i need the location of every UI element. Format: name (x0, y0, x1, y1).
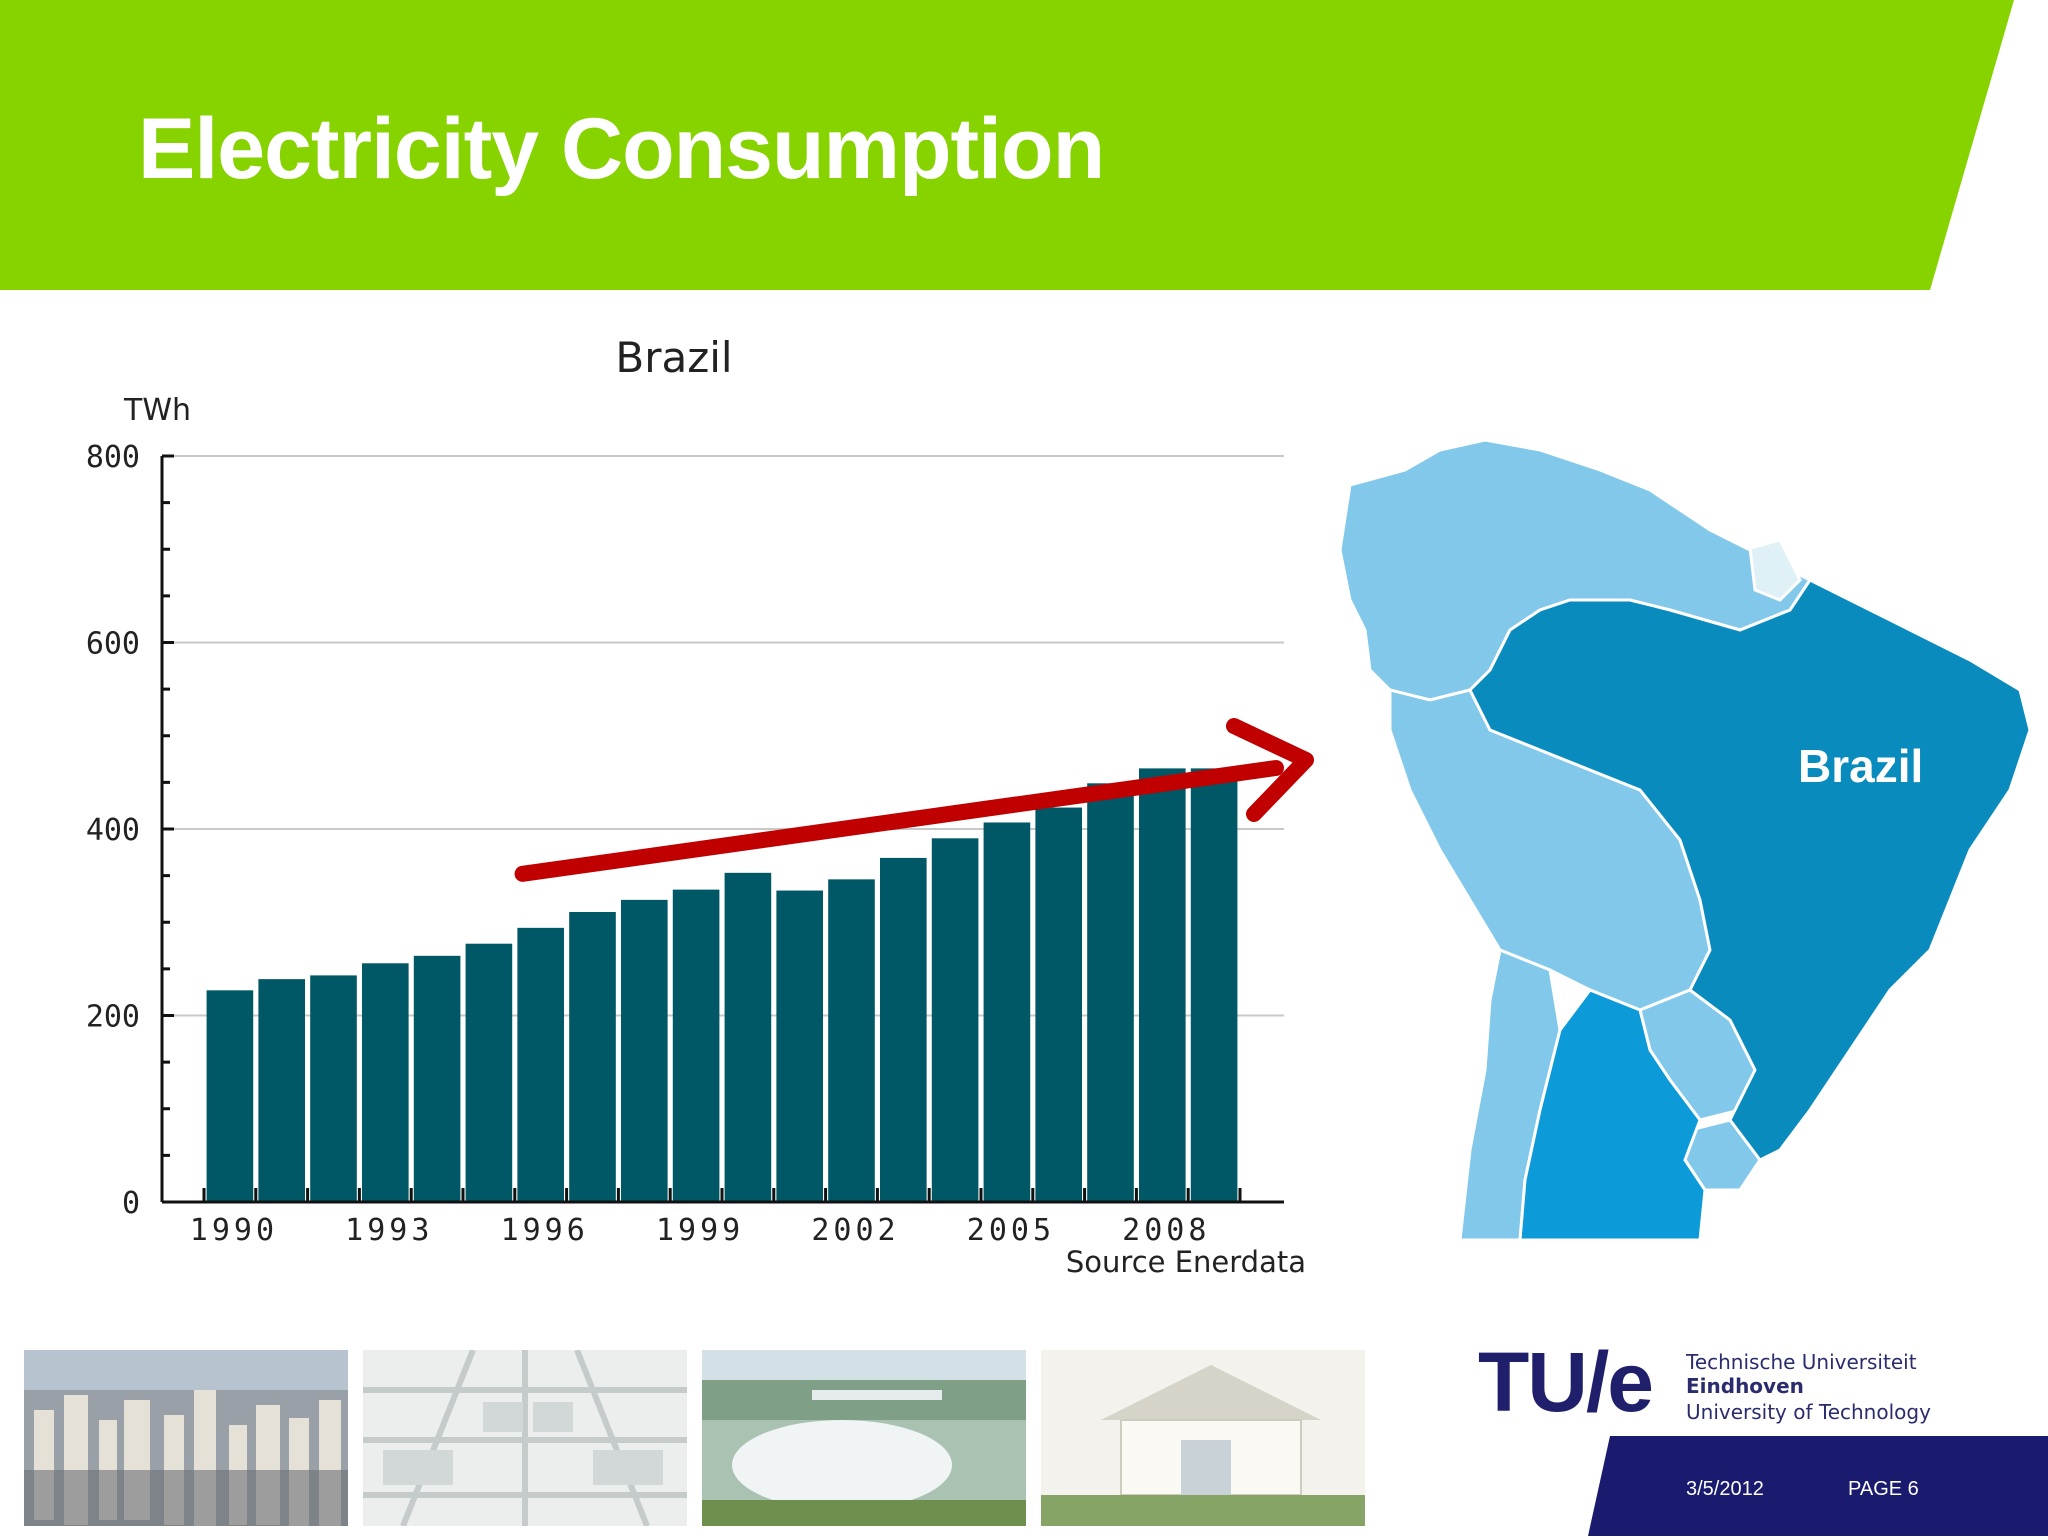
footer-band (1588, 1436, 2048, 1536)
solar-house-photo (1041, 1350, 1365, 1526)
bar (879, 857, 927, 1202)
city-skyline-photo (24, 1350, 348, 1526)
x-tick-label: 1990 (190, 1213, 278, 1248)
map-label-brazil: Brazil (1798, 740, 1923, 792)
bar (828, 879, 875, 1202)
bar (413, 955, 461, 1202)
south-america-map: Brazil (1338, 438, 2032, 1240)
slide-header: Electricity Consumption (0, 0, 2048, 290)
map-argentina (1518, 988, 1707, 1240)
x-tick-label: 1996 (501, 1213, 589, 1248)
y-tick-label: 200 (86, 1000, 140, 1035)
trend-arrow-head (1226, 718, 1314, 822)
source-note: Source Enerdata (1066, 1245, 1306, 1279)
solar-panels-photo (363, 1350, 687, 1526)
map-french-guiana (1748, 538, 1802, 602)
bar (1087, 783, 1134, 1202)
map-brazil (1468, 578, 2032, 1162)
y-tick-label: 0 (122, 1186, 140, 1221)
x-tick-label: 1993 (345, 1213, 433, 1248)
map-chile (1458, 947, 1562, 1240)
bar (1138, 768, 1186, 1202)
x-tick-label: 2005 (967, 1213, 1055, 1248)
y-tick-label: 600 (86, 627, 140, 662)
bar (258, 979, 306, 1202)
bar (1035, 807, 1083, 1202)
bar (776, 890, 824, 1202)
bar (724, 872, 772, 1202)
bar-chart: 0 200 400 600 800 1990 1993 1996 1999 2002 2005 200… (86, 333, 1314, 1279)
footer-date: 3/5/2012 (1686, 1478, 1764, 1500)
footer-page-number: PAGE 6 (1848, 1478, 1919, 1500)
x-tick-label: 2002 (811, 1213, 899, 1248)
x-tick-label: 2008 (1122, 1213, 1210, 1248)
chart-title: Brazil (615, 333, 732, 382)
y-tick-label: 400 (86, 813, 140, 848)
bar (672, 889, 720, 1202)
slide-title: Electricity Consumption (138, 101, 1105, 197)
footer-area (1460, 1330, 2048, 1536)
bar (206, 990, 254, 1202)
logo-line-1: Technische Universiteit (1686, 1350, 1917, 1374)
bar (983, 822, 1031, 1202)
trend-arrow-shaft (514, 760, 1284, 882)
bar (465, 943, 513, 1202)
bar (361, 963, 409, 1202)
dam-waterfall-photo (702, 1350, 1026, 1526)
logo-line-3: University of Technology (1686, 1400, 1931, 1424)
logo-line-2: Eindhoven (1686, 1374, 1804, 1398)
bar (569, 911, 616, 1202)
bar (517, 927, 565, 1202)
tue-logo-mark: TU/e (1478, 1335, 1654, 1429)
bar (620, 899, 668, 1202)
bar (310, 975, 357, 1202)
header-band (0, 0, 2014, 290)
bar (931, 838, 979, 1202)
y-tick-label: 800 (86, 440, 140, 475)
bar (1190, 768, 1238, 1202)
x-tick-label: 1999 (656, 1213, 744, 1248)
y-axis-unit: TWh (123, 393, 191, 428)
